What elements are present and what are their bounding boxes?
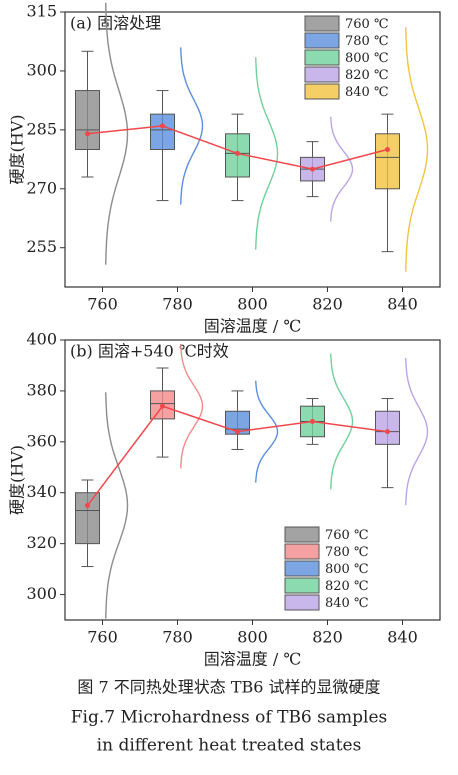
violin bbox=[255, 380, 279, 483]
violin bbox=[255, 57, 279, 250]
y-axis-label: 硬度(HV) bbox=[8, 115, 27, 185]
violin bbox=[105, 392, 129, 619]
mean-marker bbox=[385, 429, 390, 435]
legend-label: 800 ℃ bbox=[325, 562, 369, 577]
y-tick-label: 320 bbox=[26, 533, 57, 552]
legend-swatch bbox=[284, 543, 320, 560]
y-tick-label: 300 bbox=[26, 584, 57, 603]
violin bbox=[180, 343, 204, 469]
violin bbox=[330, 353, 354, 490]
mean-marker bbox=[235, 150, 240, 156]
mean-marker bbox=[310, 166, 315, 172]
y-tick-label: 400 bbox=[26, 330, 57, 349]
box bbox=[375, 410, 400, 445]
legend-swatch bbox=[284, 560, 320, 577]
x-axis-label: 固溶温度 / ℃ bbox=[204, 650, 301, 669]
legend-label: 780 ℃ bbox=[325, 545, 369, 560]
box bbox=[375, 133, 400, 190]
box bbox=[75, 90, 100, 150]
panel-title: (a) 固溶处理 bbox=[70, 14, 161, 33]
y-axis-label: 硬度(HV) bbox=[8, 445, 27, 515]
caption-en: in different heat treated states bbox=[97, 736, 362, 756]
box bbox=[225, 410, 250, 435]
legend-swatch bbox=[304, 83, 340, 100]
violin bbox=[105, 2, 129, 265]
violin bbox=[405, 358, 429, 506]
x-axis-label: 固溶温度 / ℃ bbox=[204, 317, 301, 336]
legend-label: 840 ℃ bbox=[345, 85, 389, 100]
x-tick-label: 760 bbox=[87, 628, 118, 647]
y-tick-label: 285 bbox=[26, 119, 57, 138]
legend-swatch bbox=[304, 49, 340, 66]
mean-marker bbox=[385, 147, 390, 152]
box bbox=[150, 113, 175, 151]
mean-marker bbox=[310, 418, 315, 424]
plot-frame bbox=[64, 339, 441, 621]
violin bbox=[330, 116, 354, 222]
y-tick-label: 340 bbox=[26, 482, 57, 501]
x-tick-label: 820 bbox=[312, 295, 343, 314]
x-tick-label: 780 bbox=[162, 628, 193, 647]
legend-swatch bbox=[284, 577, 320, 594]
caption-en: Fig.7 Microhardness of TB6 samples bbox=[71, 708, 387, 728]
legend-label: 760 ℃ bbox=[345, 17, 389, 32]
legend-swatch bbox=[304, 15, 340, 32]
mean-marker bbox=[235, 429, 240, 435]
box bbox=[75, 492, 100, 545]
x-tick-label: 800 bbox=[237, 295, 268, 314]
mean-marker bbox=[85, 502, 90, 508]
violin bbox=[405, 27, 429, 272]
legend-label: 820 ℃ bbox=[325, 579, 369, 594]
y-tick-label: 270 bbox=[26, 178, 57, 197]
legend-label: 840 ℃ bbox=[325, 596, 369, 611]
x-tick-label: 840 bbox=[387, 628, 418, 647]
y-tick-label: 315 bbox=[26, 2, 57, 21]
y-tick-label: 360 bbox=[26, 431, 57, 450]
legend-label: 820 ℃ bbox=[345, 68, 389, 83]
legend-swatch bbox=[304, 32, 340, 49]
y-tick-label: 300 bbox=[26, 60, 57, 79]
legend-label: 760 ℃ bbox=[325, 528, 369, 543]
legend-swatch bbox=[284, 526, 320, 543]
legend-swatch bbox=[304, 66, 340, 83]
caption-zh: 图 7 不同热处理状态 TB6 试样的显微硬度 bbox=[77, 678, 380, 697]
mean-marker bbox=[85, 131, 90, 137]
mean-marker bbox=[160, 403, 165, 409]
panel-title: (b) 固溶+540 ℃时效 bbox=[70, 342, 229, 361]
x-tick-label: 840 bbox=[387, 295, 418, 314]
x-tick-label: 760 bbox=[87, 295, 118, 314]
mean-marker bbox=[160, 123, 165, 129]
legend-label: 800 ℃ bbox=[345, 51, 389, 66]
x-tick-label: 780 bbox=[162, 295, 193, 314]
violin bbox=[180, 47, 204, 205]
y-tick-label: 380 bbox=[26, 380, 57, 399]
legend-label: 780 ℃ bbox=[345, 34, 389, 49]
legend-swatch bbox=[284, 594, 320, 611]
y-tick-label: 255 bbox=[26, 237, 57, 256]
x-tick-label: 820 bbox=[312, 628, 343, 647]
x-tick-label: 800 bbox=[237, 628, 268, 647]
